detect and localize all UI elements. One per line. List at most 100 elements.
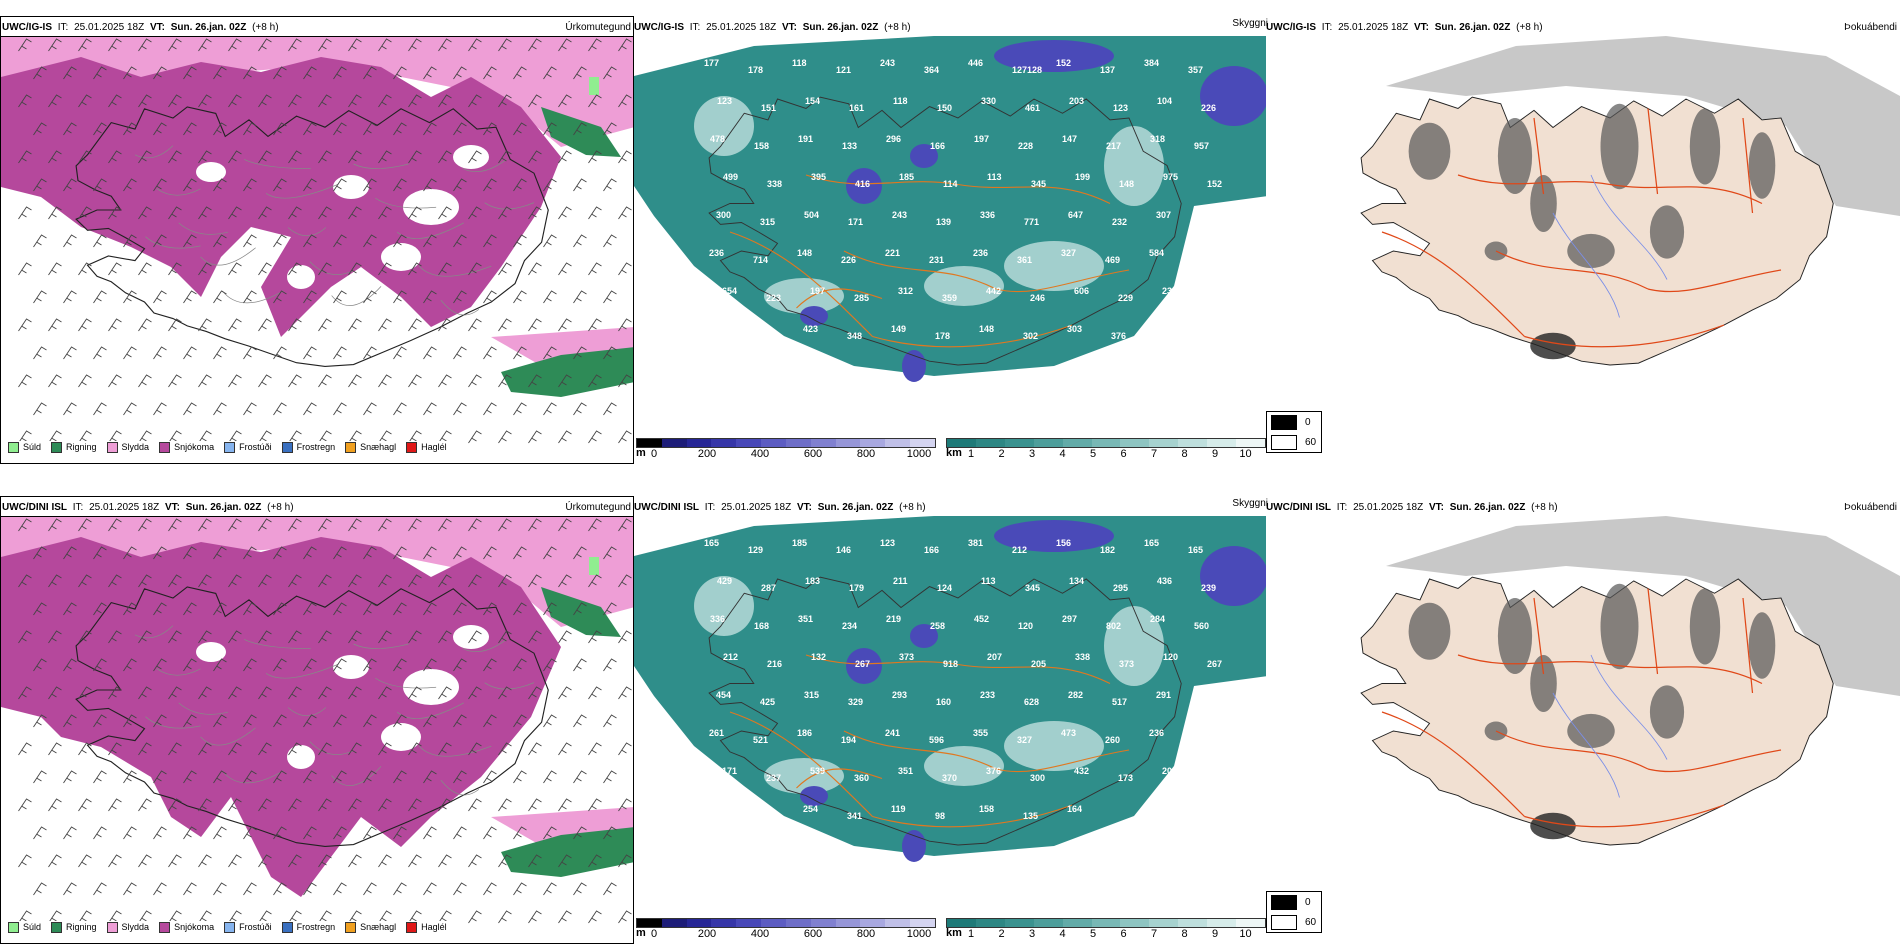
precip-legend: Súld Rigning Slydda Snjókoma Frostúði Frostre… bbox=[8, 921, 461, 933]
visibility-value: 647 bbox=[1068, 210, 1083, 220]
fog-patch bbox=[1748, 132, 1776, 199]
visibility-value: 123 bbox=[1113, 103, 1128, 113]
legend-label: Rigning bbox=[66, 442, 97, 452]
visibility-value: 454 bbox=[716, 690, 731, 700]
legend-item: Haglél bbox=[406, 921, 447, 933]
rain-area bbox=[541, 587, 621, 637]
legend-item: Frostregn bbox=[281, 441, 335, 453]
visibility-value: 113 bbox=[981, 576, 996, 586]
legend-label: Súld bbox=[23, 922, 42, 932]
colorbar-tick: 10 bbox=[1239, 448, 1252, 460]
model-name: UWC/IG-IS bbox=[2, 22, 52, 33]
road bbox=[872, 324, 1073, 348]
iceland-coastline bbox=[708, 576, 1182, 846]
visibility-value: 391 bbox=[759, 811, 774, 821]
panel-header: UWC/DINI ISL IT: 25.01.2025 18Z VT: Sun.… bbox=[634, 502, 926, 514]
visibility-value: 416 bbox=[855, 179, 870, 189]
colorbar-tick: 0 bbox=[650, 448, 658, 460]
visibility-value: 160 bbox=[936, 697, 951, 707]
colorbar-tick: 7 bbox=[1150, 448, 1158, 460]
legend-item: Haglél bbox=[406, 441, 447, 453]
high-visibility-patch bbox=[764, 278, 844, 314]
visibility-value: 223 bbox=[766, 293, 781, 303]
visibility-value: 243 bbox=[892, 210, 907, 220]
colorbar-tick: 200 bbox=[697, 448, 717, 460]
visibility-value: 236 bbox=[1149, 728, 1164, 738]
legend-item: 0 bbox=[1267, 412, 1321, 432]
visibility-value: 584 bbox=[1149, 248, 1164, 258]
visibility-value: 217 bbox=[1106, 141, 1121, 151]
visibility-value: 226 bbox=[841, 255, 856, 265]
visibility-value: 121 bbox=[836, 65, 851, 75]
visibility-value: 114 bbox=[943, 179, 958, 189]
legend-label: Snæhagl bbox=[360, 922, 397, 932]
fog-patch bbox=[1689, 588, 1721, 665]
fog-patch bbox=[1497, 598, 1533, 674]
vt-value: Sun. 26.jan. 02Z bbox=[185, 502, 262, 513]
visibility-value: 429 bbox=[717, 576, 732, 586]
visibility-value: 228 bbox=[1018, 141, 1033, 151]
visibility-value: 291 bbox=[1156, 690, 1171, 700]
colorbar-tick: 3 bbox=[1028, 928, 1036, 940]
colorbar-tick: 2 bbox=[998, 448, 1005, 460]
legend-label: Súld bbox=[23, 442, 42, 452]
panel-frame bbox=[0, 16, 634, 36]
legend-swatch bbox=[51, 921, 63, 933]
visibility-value: 148 bbox=[1119, 179, 1134, 189]
visibility-value: 205 bbox=[1031, 659, 1046, 669]
legend-label: 60 bbox=[1305, 916, 1317, 928]
visibility-value: 146 bbox=[836, 545, 851, 555]
visibility-value: 156 bbox=[1056, 538, 1071, 548]
visibility-value: 135 bbox=[1023, 811, 1038, 821]
fog-field bbox=[1386, 516, 1900, 696]
panel-title: Skyggni bbox=[1232, 18, 1268, 29]
precip-legend: Súld Rigning Slydda Snjókoma Frostúði Frostre… bbox=[8, 441, 461, 453]
colorbar-tick: 3 bbox=[1028, 448, 1036, 460]
visibility-value: 104 bbox=[1157, 96, 1172, 106]
visibility-value: 171 bbox=[722, 766, 737, 776]
visibility-value: 261 bbox=[709, 728, 724, 738]
panel-title: Þokuábendi bbox=[1844, 502, 1897, 513]
visibility-value: 303 bbox=[1067, 324, 1082, 334]
visibility-value: 199 bbox=[1075, 172, 1090, 182]
low-cloud-base-patch bbox=[800, 306, 828, 326]
visibility-value: 318 bbox=[1150, 134, 1165, 144]
road bbox=[872, 804, 1073, 828]
cloud-base-unit: m bbox=[636, 447, 646, 459]
road bbox=[1533, 597, 1545, 675]
visibility-map-svg: 165 129 185 146 123 166 381 212 156 182 165 165 429 2… bbox=[634, 516, 1268, 916]
panel-title: Úrkomutegund bbox=[565, 22, 631, 33]
visibility-value: 135 bbox=[752, 369, 767, 379]
vt-label: VT: bbox=[796, 502, 812, 513]
low-cloud-base-patch bbox=[800, 786, 828, 806]
visibility-value: 361 bbox=[1017, 255, 1032, 265]
legend-item: 60 bbox=[1267, 432, 1321, 452]
river bbox=[1590, 654, 1668, 760]
visibility-value: 329 bbox=[848, 697, 863, 707]
fog-patch bbox=[1649, 205, 1685, 259]
it-label: IT: bbox=[704, 502, 716, 513]
visibility-value: 141 bbox=[715, 804, 730, 814]
visibility-value: 360 bbox=[854, 773, 869, 783]
visibility-value: 183 bbox=[805, 576, 820, 586]
legend-swatch bbox=[1271, 894, 1297, 910]
road bbox=[1495, 250, 1649, 290]
visibility-value: 74 bbox=[708, 362, 718, 372]
low-cloud-base-patch bbox=[994, 40, 1114, 72]
visibility-value: 295 bbox=[1113, 583, 1128, 593]
it-value: 25.01.2025 18Z bbox=[1353, 502, 1424, 513]
model-name: UWC/IG-IS bbox=[634, 22, 684, 33]
visibility-value: 312 bbox=[898, 286, 913, 296]
visibility-value: 113 bbox=[987, 172, 1002, 182]
panel-header: UWC/IG-IS IT: 25.01.2025 18Z VT: Sun. 26… bbox=[1266, 22, 1543, 34]
road bbox=[1381, 711, 1525, 817]
visibility-value: 127128 bbox=[1012, 65, 1042, 75]
visibility-colorbar: km 1 2 3 4 5 6 7 8 9 10 bbox=[946, 438, 1266, 461]
cloud-base-colorbar: m 0 200 400 600 800 1000 bbox=[636, 438, 936, 461]
visibility-value: 293 bbox=[892, 690, 907, 700]
fog-patch bbox=[1530, 655, 1557, 712]
visibility-value: 132 bbox=[811, 652, 826, 662]
visibility-value: 243 bbox=[880, 58, 895, 68]
visibility-value: 957 bbox=[1194, 141, 1209, 151]
colorbar-tick: 5 bbox=[1089, 448, 1097, 460]
